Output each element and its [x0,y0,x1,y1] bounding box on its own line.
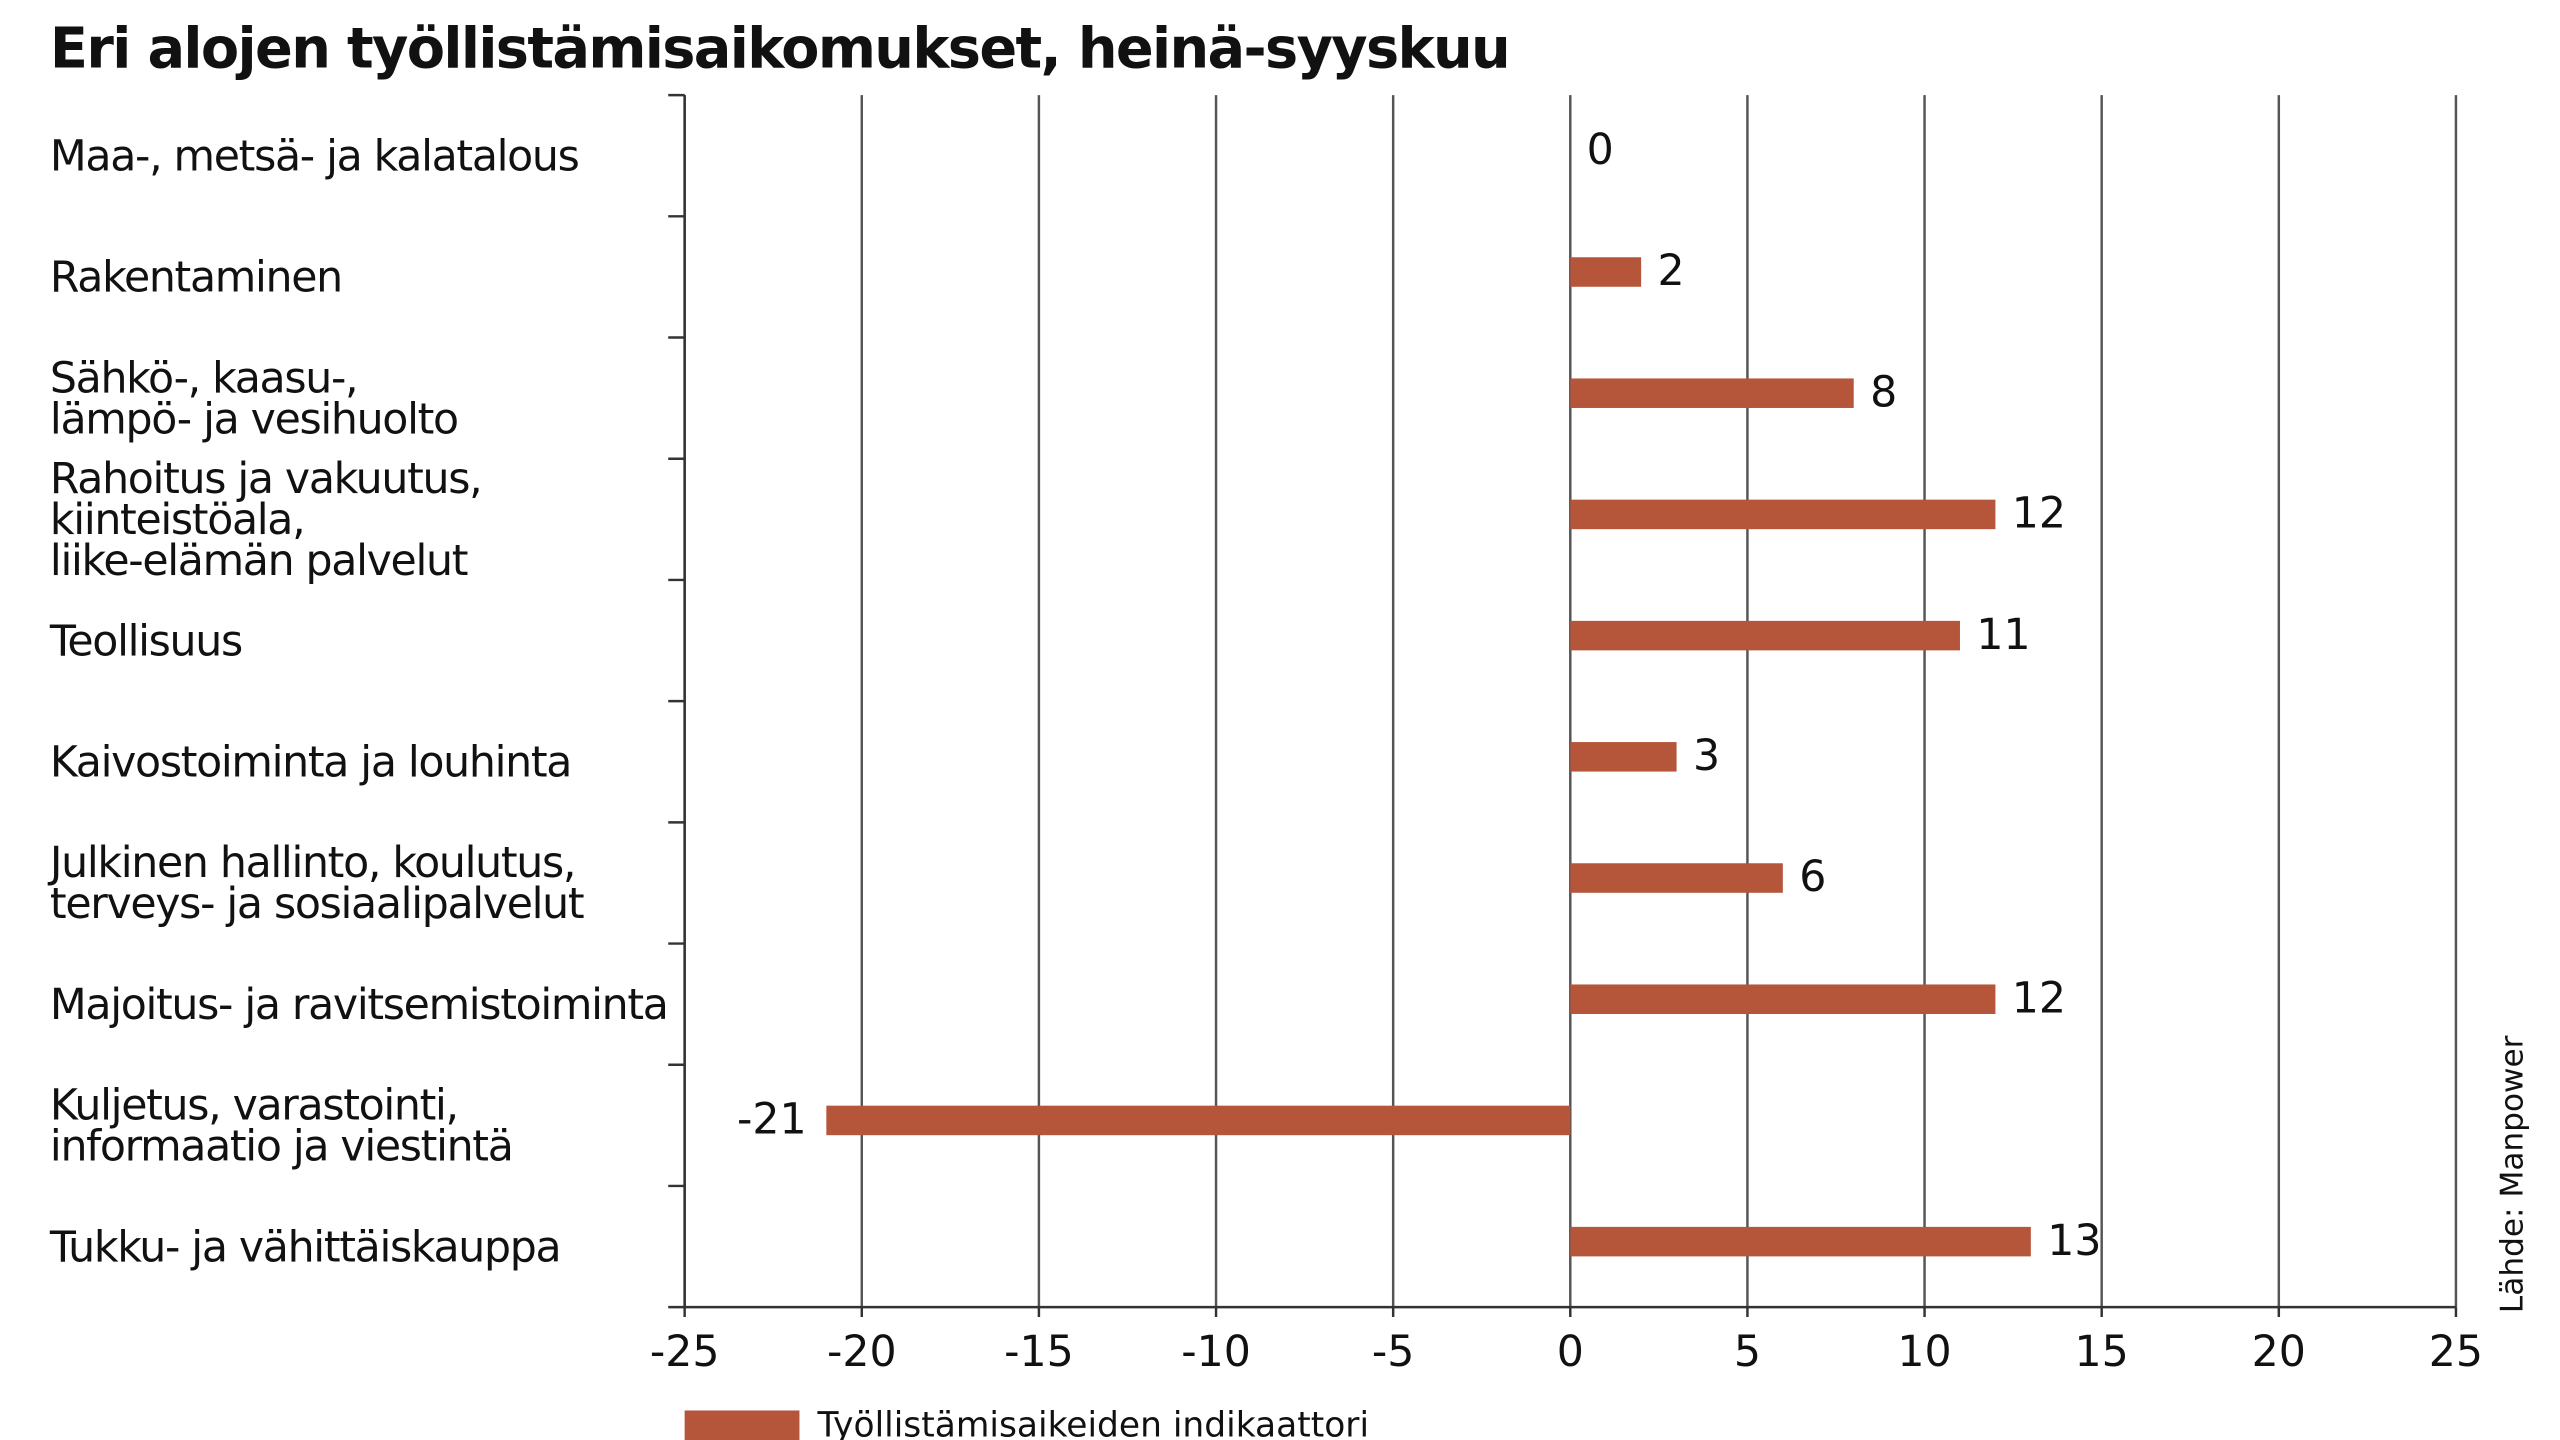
y-tick-label: Majoitus- ja ravitsemistoiminta [50,980,668,1030]
bar [1570,620,1960,651]
x-tick-label: 25 [2429,1327,2483,1377]
value-label: 0 [1587,125,1614,175]
y-tick-label: Maa-, metsä- ja kalatalous [50,131,579,181]
bar [1570,378,1854,408]
x-tick-label: 15 [2075,1327,2129,1377]
legend-swatch [684,1410,800,1440]
bar [1570,1226,2031,1257]
value-label: 13 [2047,1216,2101,1266]
y-tick-label: Rakentaminen [50,253,342,303]
chart-title: Eri alojen työllistämisaikomukset, heinä… [50,17,1509,82]
bar [1570,257,1642,287]
bar [1570,499,1996,530]
y-tick-label: Sähkö-, kaasu-, lämpö- ja vesihuolto [50,353,458,444]
source-note: Lähde: Manpower [2494,1035,2530,1313]
y-tick-label: Kuljetus, varastointi, informaatio ja vie… [50,1081,513,1172]
y-tick-label: Rahoitus ja vakuutus, kiinteistöala, liike… [50,454,481,586]
value-label: 12 [2012,489,2066,539]
value-label: 2 [1658,246,1685,296]
x-tick-label: -20 [827,1327,897,1377]
value-label: -21 [737,1095,807,1145]
x-tick-label: -10 [1181,1327,1251,1377]
value-label: 8 [1870,367,1897,417]
x-tick-label: 5 [1734,1327,1761,1377]
bar [1570,984,1996,1014]
x-tick-label: 10 [1897,1327,1951,1377]
legend-label: Työllistämisaikeiden indikaattori [816,1405,1369,1440]
x-tick-label: 0 [1557,1327,1584,1377]
bar [1570,863,1783,893]
x-tick-label: -25 [650,1327,720,1377]
y-tick-label: Tukku- ja vähittäiskauppa [49,1222,560,1272]
bar [1570,742,1677,772]
value-label: 12 [2012,973,2066,1023]
value-label: 6 [1799,852,1826,902]
value-label: 3 [1693,731,1720,781]
y-tick-label: Julkinen hallinto, koulutus, terveys- ja … [47,838,584,929]
x-tick-label: 20 [2252,1327,2306,1377]
x-tick-label: -5 [1372,1327,1415,1377]
y-tick-label: Teollisuus [49,616,242,666]
value-label: 11 [1976,610,2030,660]
bar [826,1105,1571,1136]
x-tick-label: -15 [1004,1327,1074,1377]
y-tick-label: Kaivostoiminta ja louhinta [50,738,571,788]
